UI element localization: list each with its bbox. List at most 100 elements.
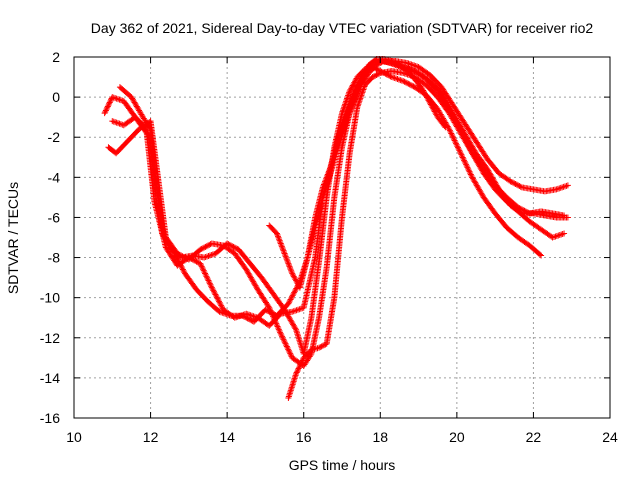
data-point — [324, 171, 331, 178]
data-point — [180, 267, 187, 274]
data-point — [359, 87, 366, 94]
x-tick-label: 18 — [372, 429, 388, 445]
data-point — [279, 244, 286, 251]
data-point — [564, 182, 571, 189]
data-point — [273, 230, 280, 237]
data-point — [388, 58, 395, 65]
data-point — [400, 78, 407, 85]
data-point — [354, 80, 361, 87]
data-point — [376, 70, 383, 77]
data-point — [345, 104, 352, 111]
data-point — [374, 61, 381, 68]
data-point — [112, 119, 119, 126]
data-point — [553, 232, 560, 239]
y-tick-label: -8 — [48, 250, 61, 266]
data-point — [294, 366, 301, 373]
data-point — [445, 124, 452, 131]
data-point — [467, 171, 474, 178]
data-point — [276, 236, 283, 243]
data-point — [360, 85, 367, 92]
data-point — [325, 168, 332, 175]
data-point — [318, 343, 325, 350]
data-point — [200, 266, 207, 273]
data-point — [213, 294, 220, 301]
data-point — [409, 62, 416, 69]
data-point — [524, 209, 531, 216]
tick-labels: 10 12 14 16 18 20 22 24 -16 -14 -12 -10 -8 -6 -4 -2 0 2 — [40, 49, 618, 445]
data-point — [202, 270, 209, 277]
data-point — [142, 128, 149, 135]
data-point — [552, 233, 559, 240]
data-point — [286, 263, 293, 270]
data-point — [197, 246, 204, 253]
data-point — [102, 108, 109, 115]
data-point — [520, 207, 527, 214]
data-point — [346, 100, 353, 107]
data-point — [346, 89, 353, 96]
data-point — [211, 290, 218, 297]
data-point — [288, 267, 295, 274]
data-point — [209, 286, 216, 293]
data-point — [204, 274, 211, 281]
data-point — [448, 131, 455, 138]
data-points — [101, 56, 571, 401]
data-point — [112, 95, 119, 102]
data-point — [207, 281, 214, 288]
x-tick-label: 14 — [219, 429, 235, 445]
x-tick-label: 24 — [602, 429, 618, 445]
data-point — [324, 172, 331, 179]
data-point — [109, 118, 116, 125]
data-point — [216, 299, 223, 306]
data-point — [249, 312, 256, 319]
data-point — [284, 259, 291, 266]
data-point — [291, 289, 298, 296]
data-point — [458, 151, 465, 158]
data-point — [451, 137, 458, 144]
y-tick-label: -16 — [40, 410, 60, 426]
data-point — [393, 60, 400, 67]
data-point — [414, 63, 421, 70]
data-point — [288, 293, 295, 300]
data-point — [247, 316, 254, 323]
data-point — [240, 313, 247, 320]
data-point — [176, 251, 183, 258]
data-point — [275, 326, 282, 333]
data-point — [283, 343, 290, 350]
data-point — [344, 105, 351, 112]
data-point — [455, 146, 462, 153]
data-point — [400, 70, 407, 77]
data-point — [345, 102, 352, 109]
data-point — [343, 108, 350, 115]
data-point — [278, 241, 285, 248]
data-point — [291, 288, 298, 295]
data-point — [205, 253, 212, 260]
data-point — [408, 61, 415, 68]
data-point — [199, 264, 206, 271]
data-point — [179, 253, 186, 260]
data-point — [521, 207, 528, 214]
data-point — [354, 102, 361, 109]
series-track-5 — [285, 68, 568, 401]
data-point — [298, 358, 305, 365]
data-point — [113, 119, 120, 126]
data-point — [281, 249, 288, 256]
data-point — [198, 261, 205, 268]
data-point — [282, 251, 289, 258]
data-point — [468, 172, 475, 179]
data-point — [268, 310, 275, 317]
data-point — [209, 251, 216, 258]
data-point — [176, 259, 183, 266]
data-point — [175, 258, 182, 265]
data-point — [279, 333, 286, 340]
data-point — [173, 254, 180, 261]
data-point — [522, 208, 529, 215]
data-point — [322, 178, 329, 185]
data-point — [561, 230, 568, 237]
data-point — [200, 267, 207, 274]
data-point — [219, 309, 226, 316]
data-point — [350, 90, 357, 97]
data-point — [406, 61, 413, 68]
data-point — [277, 330, 284, 337]
data-point — [106, 100, 113, 107]
data-point — [356, 98, 363, 105]
